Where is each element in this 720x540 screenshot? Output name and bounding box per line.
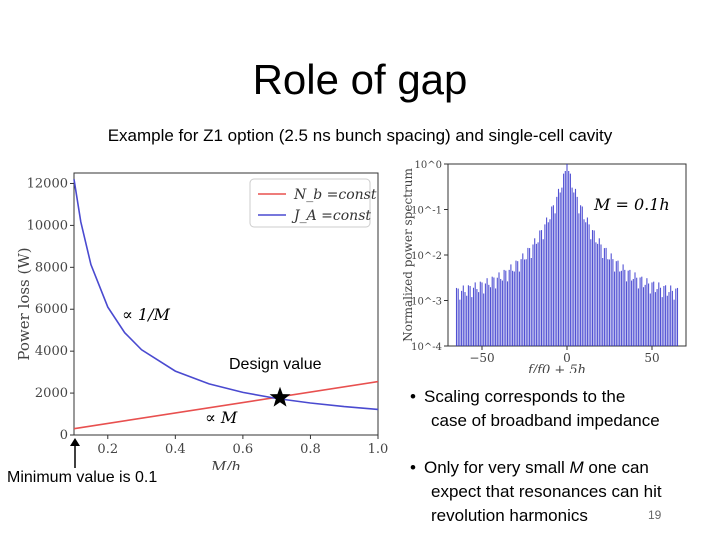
plot-frame: [73, 172, 379, 436]
spectrum-y-tick-label: 10^0: [415, 160, 442, 171]
series-line-nb-const: [73, 380, 379, 430]
slide-title: Role of gap: [252, 56, 468, 103]
spectrum-y-axis-label: Normalized power spectrum: [401, 168, 415, 342]
y-tick-label: 2000: [35, 386, 68, 401]
x-axis-label: M/h: [210, 458, 241, 470]
bullet-dot: •: [410, 458, 416, 477]
design-value-star: [269, 386, 291, 407]
series-line-ja-const: [73, 179, 379, 411]
bullet-text: expect that resonances can hit: [431, 482, 662, 501]
x-tick-label: 0.8: [300, 442, 321, 457]
power-spectrum-chart: −50 0 50 10^0 10^-1 10^-2 10^-3 10^-4 f/f0 + 5h N…: [401, 160, 687, 373]
minimum-value-label: Minimum value is 0.1: [7, 469, 158, 486]
bullet-text: case of broadband impedance: [431, 411, 660, 430]
page-number: 19: [648, 508, 662, 522]
x-tick-label: 0.6: [233, 442, 254, 457]
power-loss-chart: 0.2 0.4 0.6 0.8 1.0 0 2000 4000 6000 8000 10000 120…: [15, 172, 389, 470]
slide-subtitle: Example for Z1 option (2.5 ns bunch spac…: [107, 126, 613, 145]
annotation-m-equals: M = 0.1h: [593, 195, 670, 214]
y-tick-label: 8000: [35, 260, 68, 275]
bullet-dot: •: [410, 387, 416, 406]
bullet-text: one can: [583, 458, 649, 477]
spectrum-y-tick-label: 10^-2: [411, 251, 442, 262]
spectrum-y-tick-label: 10^-3: [411, 297, 442, 308]
spectrum-x-axis-label: f/f0 + 5h: [527, 363, 586, 373]
bullet-resonances: • Only for very small M one can expect th…: [410, 456, 662, 528]
spectrum-x-tick-label: 0: [563, 351, 571, 365]
y-tick-label: 0: [60, 428, 68, 443]
legend-label: N_b =const: [293, 187, 377, 203]
y-tick-label: 6000: [35, 302, 68, 317]
spectrum-x-tick-label: 50: [644, 351, 659, 365]
bullet-text: Scaling corresponds to the: [424, 387, 626, 406]
spectrum-x-tick-label: −50: [469, 351, 494, 365]
y-tick-label: 4000: [35, 344, 68, 359]
x-tick-label: 0.4: [165, 442, 186, 457]
annotation-proportional-inverse-m: ∝ 1/M: [122, 305, 170, 324]
spectrum-y-tick-label: 10^-1: [411, 206, 442, 217]
y-tick-label: 12000: [27, 176, 68, 191]
y-tick-label: 10000: [27, 218, 68, 233]
x-tick-label: 1.0: [368, 442, 389, 457]
bullet-text: Only for very small: [424, 458, 570, 477]
legend-label: J_A =const: [291, 208, 371, 224]
annotation-proportional-m: ∝ M: [205, 408, 238, 427]
design-value-label: Design value: [229, 356, 322, 373]
y-axis-label: Power loss (W): [15, 247, 33, 360]
x-tick-label: 0.2: [97, 442, 118, 457]
bullet-emph: M: [569, 458, 584, 477]
minimum-value-arrow: [70, 438, 80, 468]
bullet-scaling: • Scaling corresponds to the case of broa…: [410, 385, 660, 433]
spectrum-y-tick-label: 10^-4: [411, 342, 442, 353]
bullet-text: revolution harmonics: [431, 506, 588, 525]
